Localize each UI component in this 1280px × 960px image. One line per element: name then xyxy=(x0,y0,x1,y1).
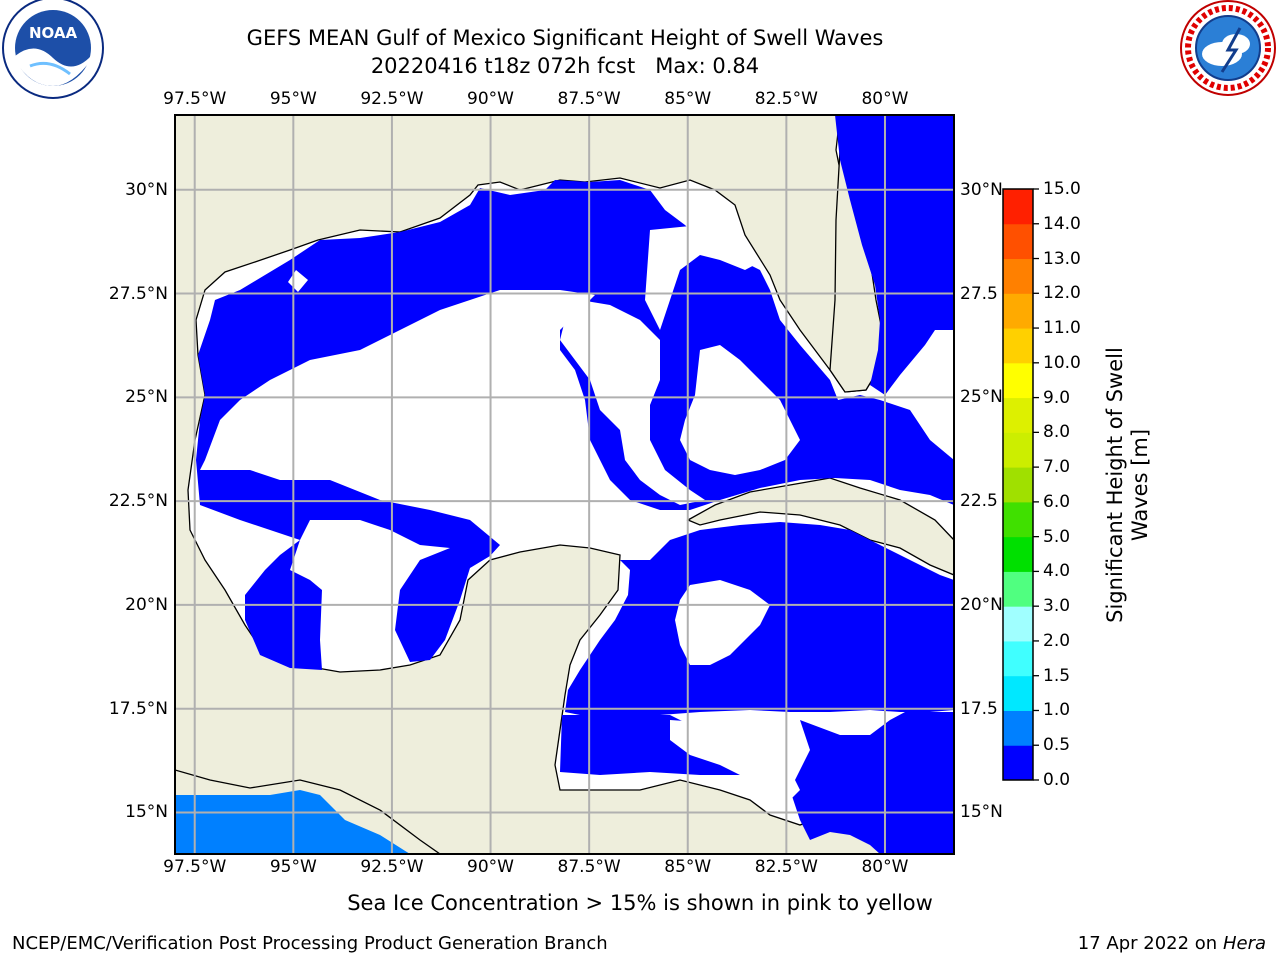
map-gridlines xyxy=(175,115,954,854)
lon-tick-top: 92.5°W xyxy=(360,89,424,109)
lon-tick-bottom: 85°W xyxy=(664,857,712,877)
lon-tick-top: 97.5°W xyxy=(163,89,227,109)
lat-tick-right: 25°N xyxy=(960,387,1003,408)
lat-tick-left: 30°N xyxy=(125,179,168,200)
colorbar-tick-label: 2.0 xyxy=(1043,630,1071,651)
footer-host: Hera xyxy=(1222,933,1266,954)
chart-title: GEFS MEAN Gulf of Mexico Significant Hei… xyxy=(246,26,884,50)
lat-tick-left: 25°N xyxy=(125,387,168,408)
lon-tick-top: 82.5°W xyxy=(754,89,818,109)
lat-tick-left: 22.5°N xyxy=(108,491,168,512)
lon-tick-bottom: 97.5°W xyxy=(163,857,227,877)
colorbar-tick-label: 0.0 xyxy=(1043,770,1071,790)
lat-tick-left: 17.5°N xyxy=(108,698,168,719)
lon-tick-bottom: 95°W xyxy=(269,857,317,877)
colorbar-tick-label: 15.0 xyxy=(1043,179,1081,199)
lat-tick-right: 30°N xyxy=(960,179,1003,200)
lon-tick-top: 95°W xyxy=(269,89,317,109)
lon-tick-bottom: 87.5°W xyxy=(557,857,621,877)
lat-tick-right: 22.5 xyxy=(960,491,998,512)
lat-tick-right: 27.5 xyxy=(960,283,998,304)
colorbar-tick-label: 14.0 xyxy=(1043,213,1081,234)
colorbar-tick-label: 4.0 xyxy=(1043,561,1071,582)
colorbar-tick-label: 7.0 xyxy=(1043,457,1071,478)
lat-tick-right: 17.5 xyxy=(960,698,998,719)
sea-ice-caption-text: Sea Ice Concentration > 15% is shown in … xyxy=(347,891,933,915)
lon-tick-top: 80°W xyxy=(861,89,909,109)
chart-subtitle: 20220416 t18z 072h fcst Max: 0.84 xyxy=(370,54,760,78)
colorbar-tick-label: 10.0 xyxy=(1043,352,1081,373)
lon-tick-bottom: 92.5°W xyxy=(360,857,424,877)
colorbar-tick-label: 1.5 xyxy=(1043,665,1071,686)
colorbar-tick-label: 5.0 xyxy=(1043,526,1071,547)
colorbar-tick-label: 8.0 xyxy=(1043,422,1071,443)
colorbar-label-text: Significant Height of Swell Waves [m] xyxy=(1102,347,1152,623)
map-frame xyxy=(174,114,955,855)
lat-tick-right: 20°N xyxy=(960,594,1003,615)
colorbar-tick-label: 6.0 xyxy=(1043,491,1071,512)
footer-credit: NCEP/EMC/Verification Post Processing Pr… xyxy=(12,933,608,954)
colorbar-label: Significant Height of Swell Waves [m] xyxy=(1103,330,1153,640)
lon-tick-top: 87.5°W xyxy=(557,89,621,109)
swell-field-gaps xyxy=(218,225,800,800)
colorbar-tick-label: 0.5 xyxy=(1043,735,1071,756)
land-cuba xyxy=(686,477,954,576)
lat-tick-left: 27.5°N xyxy=(108,283,168,304)
lat-tick-left: 15°N xyxy=(125,802,168,823)
lat-tick-right: 15°N xyxy=(960,802,1003,823)
footer-date: 17 Apr 2022 on Hera xyxy=(1078,933,1266,954)
colorbar-tick-label: 13.0 xyxy=(1043,248,1081,269)
footer-date-text: 17 Apr 2022 on xyxy=(1077,933,1223,954)
colorbar-tick-label: 11.0 xyxy=(1043,318,1081,339)
sea-ice-caption: Sea Ice Concentration > 15% is shown in … xyxy=(0,891,1280,915)
lon-tick-bottom: 82.5°W xyxy=(754,857,818,877)
lat-tick-left: 20°N xyxy=(125,594,168,615)
lon-tick-top: 90°W xyxy=(467,89,515,109)
lon-tick-bottom: 90°W xyxy=(467,857,515,877)
colorbar-tick-label: 12.0 xyxy=(1043,283,1081,304)
colorbar-tick-label: 3.0 xyxy=(1043,596,1071,617)
colorbar-tick-label: 1.0 xyxy=(1043,700,1071,721)
lon-tick-bottom: 80°W xyxy=(861,857,909,877)
lon-tick-top: 85°W xyxy=(664,89,712,109)
colorbar-tick-label: 9.0 xyxy=(1043,387,1071,408)
